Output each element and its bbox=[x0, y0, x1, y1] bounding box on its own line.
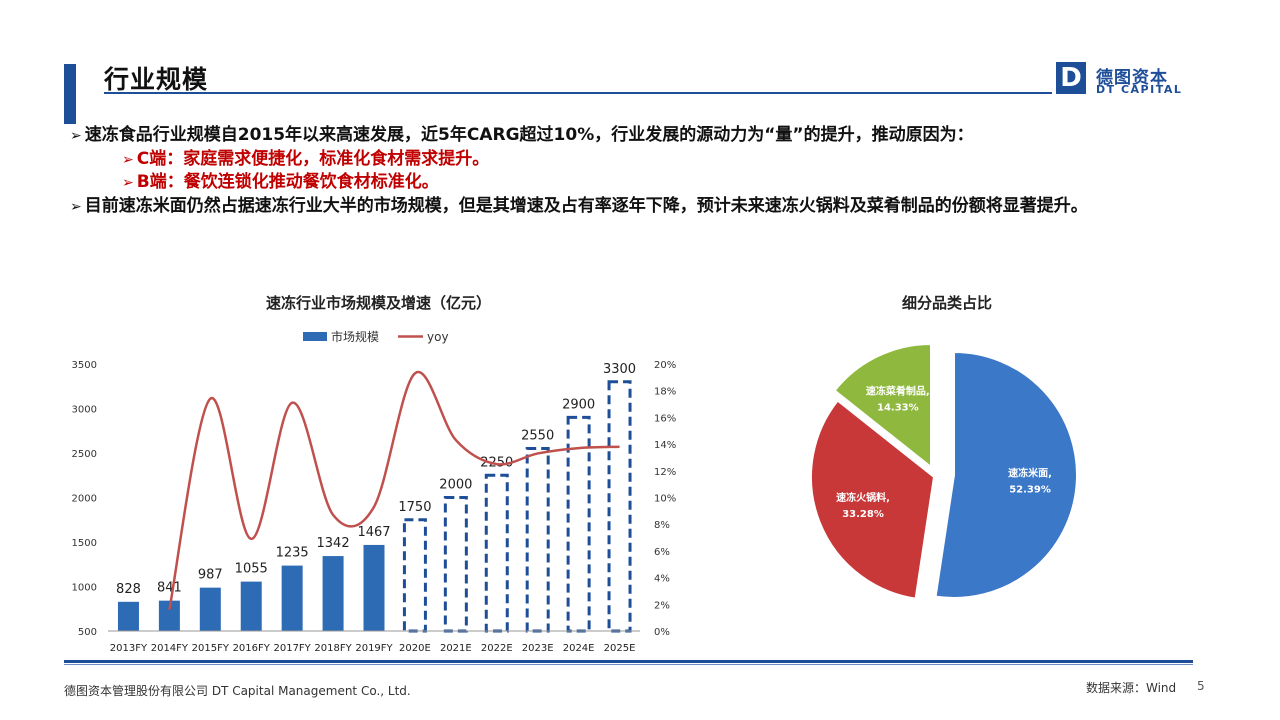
y-axis-tick-label: 2500 bbox=[72, 449, 97, 460]
footer-rule bbox=[64, 660, 1193, 663]
pie-slice-value: 33.28% bbox=[842, 509, 884, 520]
bar-value-label: 1055 bbox=[235, 562, 268, 577]
bar bbox=[199, 587, 221, 631]
y-axis-tick-label: 3000 bbox=[72, 405, 97, 416]
y-axis-tick-label: 3500 bbox=[72, 360, 97, 371]
y2-axis-tick-label: 20% bbox=[654, 360, 676, 371]
y2-axis-tick-label: 2% bbox=[654, 600, 670, 611]
legend-label: 市场规模 bbox=[331, 329, 379, 344]
y2-axis-tick-label: 18% bbox=[654, 387, 676, 398]
y-axis-tick-label: 1000 bbox=[72, 583, 97, 594]
x-axis-tick-label: 2013FY bbox=[110, 643, 148, 654]
x-axis-tick-label: 2024E bbox=[563, 643, 595, 654]
x-axis-tick-label: 2023E bbox=[522, 643, 554, 654]
bar bbox=[117, 601, 139, 631]
bullet-list: ➢ 速冻食品行业规模自2015年以来高速发展，近5年CARG超过10%，行业发展的… bbox=[70, 124, 1230, 218]
bar-value-label: 841 bbox=[157, 581, 182, 596]
logo-chinese-name: 德图资本 bbox=[1096, 68, 1168, 88]
x-axis-tick-label: 2020E bbox=[399, 643, 431, 654]
x-axis-tick-label: 2025E bbox=[604, 643, 636, 654]
sub-bullet-item: ➢ B端：餐饮连锁化推动餐饮食材标准化。 bbox=[70, 171, 1230, 195]
category-share-chart: 速冻米面, 52.39% 速冻火锅料, 33.28% 速冻菜肴制品, 14.33% bbox=[810, 342, 1078, 600]
x-axis-tick-label: 2019FY bbox=[355, 643, 393, 654]
forecast-bar bbox=[525, 447, 550, 633]
pie-slice-value: 52.39% bbox=[1009, 485, 1051, 496]
y2-axis-tick-label: 0% bbox=[654, 627, 670, 638]
pie-slice bbox=[833, 342, 932, 470]
bar bbox=[322, 556, 344, 631]
bar-value-label: 2900 bbox=[562, 397, 595, 412]
x-axis-tick-label: 2014FY bbox=[151, 643, 189, 654]
dt-capital-logo: D 德图资本 DT CAPITAL bbox=[1056, 61, 1186, 97]
bar-chart-title: 速冻行业市场规模及增速（亿元） bbox=[266, 294, 492, 312]
bar bbox=[281, 565, 303, 631]
y2-axis-tick-label: 16% bbox=[654, 413, 676, 424]
pie-slice bbox=[934, 350, 1078, 599]
bullet-text: 目前速冻米面仍然占据速冻行业大半的市场规模，但是其增速及占有率逐年下降，预计未来… bbox=[84, 195, 1088, 216]
market-size-chart: 市场规模 yoy 500 1000 1500 2000 2500 3000 3500 0% 2% 4%… bbox=[72, 329, 677, 654]
y2-axis-tick-label: 12% bbox=[654, 467, 676, 478]
bar-value-label: 828 bbox=[116, 582, 141, 597]
bullet-text: 速冻食品行业规模自2015年以来高速发展，近5年CARG超过10%，行业发展的源… bbox=[84, 125, 974, 145]
footer-company: 德图资本管理股份有限公司 DT Capital Management Co., … bbox=[64, 684, 411, 698]
x-axis-tick-label: 2018FY bbox=[314, 643, 352, 654]
logo-english-name: DT CAPITAL bbox=[1096, 83, 1183, 96]
bar-value-label: 2000 bbox=[439, 478, 472, 493]
y-axis-tick-label: 500 bbox=[78, 627, 97, 638]
x-axis-tick-label: 2016FY bbox=[233, 643, 271, 654]
bar bbox=[240, 581, 262, 631]
pie-slice-label: 速冻菜肴制品, bbox=[866, 384, 930, 397]
yoy-line bbox=[168, 370, 620, 610]
legend-bar-swatch bbox=[303, 332, 327, 341]
bar-value-label: 987 bbox=[198, 568, 223, 583]
pie-slice bbox=[810, 399, 936, 600]
legend-label: yoy bbox=[427, 330, 449, 344]
y2-axis-tick-label: 14% bbox=[654, 440, 676, 451]
forecast-bar bbox=[402, 518, 427, 633]
logo-mark-icon: D bbox=[1056, 62, 1086, 94]
y-axis-tick-label: 2000 bbox=[72, 494, 97, 505]
pie-slice-label: 速冻火锅料, bbox=[836, 491, 890, 504]
y2-axis-tick-label: 8% bbox=[654, 520, 670, 531]
x-axis-tick-label: 2015FY bbox=[192, 643, 230, 654]
pie-slice-label: 速冻米面, bbox=[1008, 467, 1052, 480]
bullet-item: ➢ 速冻食品行业规模自2015年以来高速发展，近5年CARG超过10%，行业发展的… bbox=[70, 124, 1230, 148]
bar-value-label: 2250 bbox=[480, 455, 513, 470]
page-title: 行业规模 bbox=[104, 65, 209, 94]
footer-rule-thin bbox=[64, 664, 1193, 665]
bar-value-label: 1467 bbox=[357, 525, 390, 540]
sub-bullet-item: ➢ C端：家庭需求便捷化，标准化食材需求提升。 bbox=[70, 148, 1230, 172]
title-accent-bar bbox=[64, 64, 76, 124]
bar-value-label: 1235 bbox=[276, 546, 309, 561]
y2-axis-tick-label: 4% bbox=[654, 574, 670, 585]
bullet-item: ➢ 目前速冻米面仍然占据速冻行业大半的市场规模，但是其增速及占有率逐年下降，预计未… bbox=[70, 195, 1230, 219]
bar bbox=[158, 600, 180, 631]
x-axis-tick-label: 2021E bbox=[440, 643, 472, 654]
bullet-text: B端：餐饮连锁化推动餐饮食材标准化。 bbox=[136, 172, 439, 192]
title-rule bbox=[104, 92, 1052, 94]
data-source: 数据来源：Wind bbox=[1086, 681, 1177, 695]
arrow-bullet-icon: ➢ bbox=[70, 198, 82, 215]
x-axis-tick-label: 2017FY bbox=[273, 643, 311, 654]
arrow-bullet-icon: ➢ bbox=[122, 175, 134, 191]
forecast-bar bbox=[484, 473, 509, 633]
bar-value-label: 3300 bbox=[603, 362, 636, 377]
bar-value-label: 1342 bbox=[317, 536, 350, 551]
arrow-bullet-icon: ➢ bbox=[122, 151, 134, 168]
bar-value-label: 2550 bbox=[521, 429, 554, 444]
chart-legend: 市场规模 yoy bbox=[303, 329, 449, 344]
y2-axis-tick-label: 10% bbox=[654, 494, 676, 505]
x-axis-tick-label: 2022E bbox=[481, 643, 513, 654]
pie-slice-value: 14.33% bbox=[877, 402, 919, 413]
arrow-bullet-icon: ➢ bbox=[70, 128, 82, 144]
forecast-bar bbox=[443, 496, 468, 633]
y2-axis-tick-label: 6% bbox=[654, 547, 670, 558]
forecast-bar bbox=[607, 380, 632, 633]
y-axis-tick-label: 1500 bbox=[72, 538, 97, 549]
pie-chart-title: 细分品类占比 bbox=[902, 294, 993, 312]
bar bbox=[363, 544, 385, 631]
bar-value-label: 1750 bbox=[398, 500, 431, 515]
bullet-text: C端：家庭需求便捷化，标准化食材需求提升。 bbox=[136, 148, 490, 169]
page-number: 5 bbox=[1197, 679, 1205, 693]
